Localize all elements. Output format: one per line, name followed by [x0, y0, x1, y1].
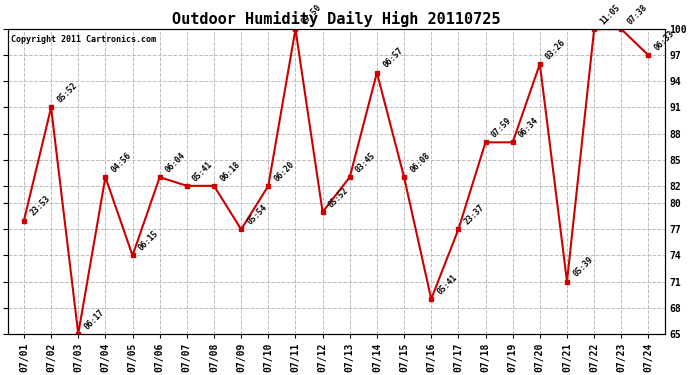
Text: 06:17: 06:17	[82, 308, 106, 331]
Text: 05:52: 05:52	[55, 81, 79, 105]
Text: Copyright 2011 Cartronics.com: Copyright 2011 Cartronics.com	[11, 35, 156, 44]
Text: 06:20: 06:20	[273, 159, 296, 183]
Text: 05:41: 05:41	[191, 159, 215, 183]
Text: 06:34: 06:34	[517, 116, 540, 140]
Title: Outdoor Humidity Daily High 20110725: Outdoor Humidity Daily High 20110725	[172, 10, 500, 27]
Text: 06:18: 06:18	[218, 159, 241, 183]
Text: 06:08: 06:08	[408, 151, 432, 174]
Text: 05:52: 05:52	[327, 186, 351, 209]
Text: 09:50: 09:50	[299, 3, 323, 26]
Text: 23:53: 23:53	[28, 194, 52, 218]
Text: 03:45: 03:45	[354, 151, 377, 174]
Text: 23:37: 23:37	[462, 203, 486, 226]
Text: 06:15: 06:15	[137, 229, 160, 253]
Text: 06:33: 06:33	[653, 29, 676, 53]
Text: 07:38: 07:38	[625, 3, 649, 26]
Text: 06:57: 06:57	[381, 46, 404, 70]
Text: 04:56: 04:56	[110, 151, 133, 174]
Text: 11:05: 11:05	[598, 3, 622, 26]
Text: 05:41: 05:41	[435, 273, 459, 296]
Text: 03:26: 03:26	[544, 38, 568, 61]
Text: 06:04: 06:04	[164, 151, 188, 174]
Text: 05:54: 05:54	[246, 203, 269, 226]
Text: 07:59: 07:59	[490, 116, 513, 140]
Text: 05:39: 05:39	[571, 255, 595, 279]
